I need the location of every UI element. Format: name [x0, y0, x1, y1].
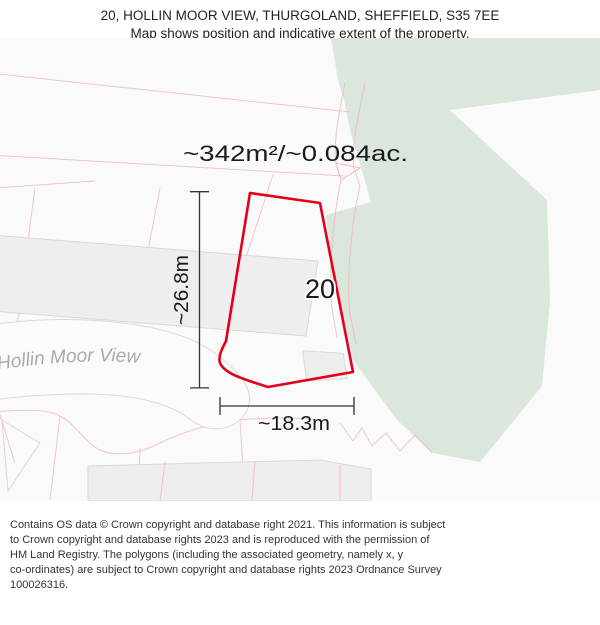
svg-text:~26.8m: ~26.8m — [171, 255, 193, 325]
svg-text:20: 20 — [305, 274, 335, 304]
svg-text:~342m²/~0.084ac.: ~342m²/~0.084ac. — [183, 141, 408, 166]
svg-text:~18.3m: ~18.3m — [258, 413, 330, 435]
